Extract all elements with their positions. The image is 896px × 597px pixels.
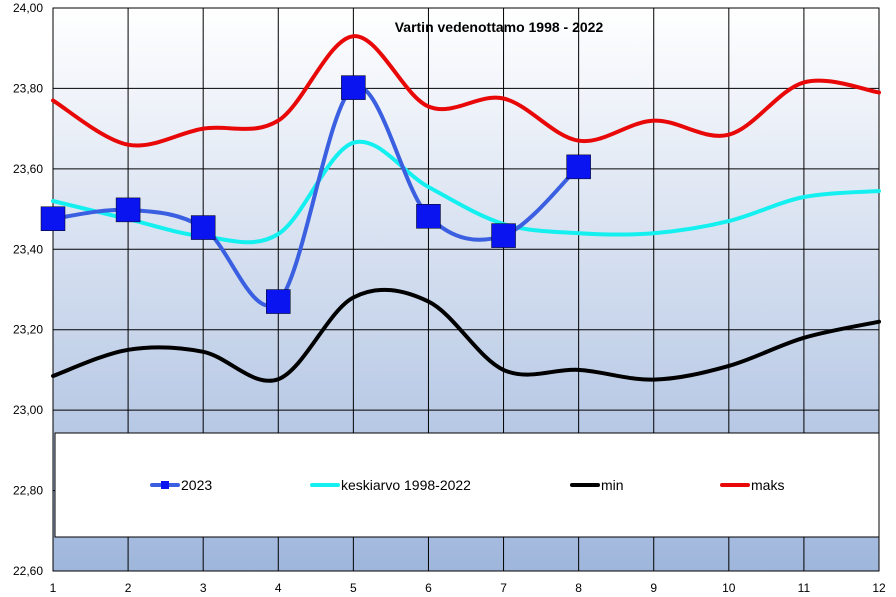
legend: 2023 keskiarvo 1998-2022 min maks bbox=[54, 432, 880, 538]
x-tick-label: 8 bbox=[575, 581, 582, 595]
y-axis-ticks: 22,60 22,80 23,00 23,20 23,40 23,60 23,80 24,00 bbox=[13, 1, 43, 578]
data-point-2023 bbox=[266, 289, 291, 314]
x-tick-label: 6 bbox=[425, 581, 432, 595]
series-markers bbox=[40, 75, 591, 314]
y-tick-label: 22,60 bbox=[13, 564, 43, 578]
x-axis-ticks: 1 2 3 4 5 6 7 8 9 10 11 12 bbox=[50, 581, 886, 595]
y-tick-label: 23,60 bbox=[13, 162, 43, 176]
data-point-2023 bbox=[40, 206, 66, 231]
data-point-2023 bbox=[566, 154, 591, 180]
x-tick-label: 1 bbox=[50, 581, 57, 595]
y-tick-label: 23,80 bbox=[13, 81, 43, 95]
y-tick-label: 24,00 bbox=[13, 1, 43, 15]
series-line-min bbox=[51, 287, 881, 383]
legend-label-min: min bbox=[601, 477, 624, 493]
x-tick-label: 3 bbox=[200, 581, 207, 595]
legend-label-maks: maks bbox=[751, 477, 784, 493]
data-point-2023 bbox=[190, 215, 216, 240]
data-point-2023 bbox=[341, 75, 366, 100]
legend-items: 2023 keskiarvo 1998-2022 min maks bbox=[150, 477, 784, 493]
legend-label-keskiarvo-1998-2022: keskiarvo 1998-2022 bbox=[341, 477, 471, 493]
series-line-maks bbox=[51, 34, 881, 148]
legend-marker-2023 bbox=[161, 481, 169, 489]
data-point-2023 bbox=[115, 197, 141, 223]
y-tick-label: 23,20 bbox=[13, 323, 43, 337]
x-tick-label: 4 bbox=[275, 581, 282, 595]
data-point-2023 bbox=[416, 204, 441, 229]
chart-title: Vartin vedenottamo 1998 - 2022 bbox=[395, 19, 604, 35]
series-line-2023 bbox=[51, 84, 581, 308]
y-tick-label: 23,40 bbox=[13, 242, 43, 256]
x-tick-label: 2 bbox=[125, 581, 132, 595]
x-tick-label: 10 bbox=[722, 581, 736, 595]
y-tick-label: 22,80 bbox=[13, 484, 43, 498]
series-lines bbox=[51, 34, 881, 383]
x-tick-label: 12 bbox=[872, 581, 886, 595]
x-tick-label: 5 bbox=[350, 581, 357, 595]
legend-label-2023: 2023 bbox=[181, 477, 212, 493]
data-point-2023 bbox=[491, 223, 516, 248]
x-tick-label: 11 bbox=[798, 581, 811, 595]
y-tick-label: 23,00 bbox=[13, 403, 43, 417]
x-tick-label: 9 bbox=[650, 581, 657, 595]
x-tick-label: 7 bbox=[500, 581, 507, 595]
